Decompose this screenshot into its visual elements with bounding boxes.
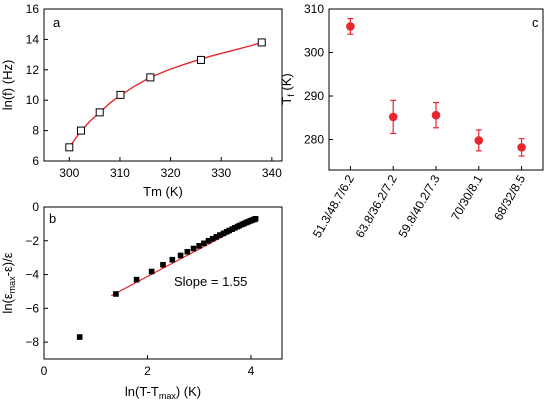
y-tick-label: 12 bbox=[26, 63, 40, 77]
panel-b-label: b bbox=[49, 211, 56, 226]
panel-c-x-ticks: 51.3/48.7/6.263.8/36.2/7.259.8/40.2/7.3 7… bbox=[310, 166, 528, 240]
panel-b-annotation: Slope = 1.55 bbox=[174, 274, 247, 289]
x-tick-label: 330 bbox=[211, 166, 231, 180]
data-point bbox=[196, 55, 205, 64]
data-point bbox=[169, 256, 176, 263]
data-point bbox=[190, 245, 197, 252]
panel-c-markers bbox=[346, 17, 526, 157]
data-point bbox=[517, 143, 526, 152]
panel-c-label: c bbox=[532, 15, 539, 30]
data-point bbox=[217, 232, 223, 238]
data-point bbox=[252, 216, 259, 222]
fit-curve bbox=[68, 41, 262, 148]
data-point bbox=[201, 240, 207, 247]
panel-c-y-label-sub: f bbox=[286, 94, 296, 97]
data-point bbox=[177, 252, 184, 259]
data-point bbox=[220, 230, 227, 237]
y-tick-label: 8 bbox=[32, 124, 39, 138]
data-point bbox=[474, 136, 484, 145]
x-tick-label: 320 bbox=[161, 166, 181, 180]
panel-c-frame bbox=[328, 8, 544, 171]
y-tick-label: 310 bbox=[304, 2, 324, 16]
data-point bbox=[257, 38, 266, 47]
data-point bbox=[76, 334, 83, 340]
y-tick-label: 6 bbox=[32, 154, 39, 168]
y-tick-label: 300 bbox=[304, 46, 324, 60]
data-point bbox=[65, 143, 74, 152]
x-tick-label: 63.8/36.2/7.2 bbox=[353, 172, 400, 240]
x-tick-label: 2 bbox=[144, 364, 151, 378]
data-point bbox=[431, 110, 441, 120]
x-tick-label: 51.3/48.7/6.2 bbox=[310, 172, 357, 240]
panel-a: a 300 310 320 330 340 6 8 10 12 14 16 Tm (K) ln(f… bbox=[0, 2, 283, 199]
y-tick-label: 0 bbox=[32, 200, 39, 214]
y-tick-label: −6 bbox=[25, 301, 39, 315]
data-point bbox=[346, 22, 355, 31]
data-point bbox=[146, 73, 155, 82]
x-tick-label: 300 bbox=[59, 166, 79, 180]
panel-a-x-axis-label: Tm (K) bbox=[143, 184, 183, 199]
panel-b-y-axis-label: ln(εmax-ε)/ε bbox=[0, 252, 17, 313]
panel-c-y-ticks: 280 290 300 310 bbox=[304, 2, 333, 147]
data-point bbox=[388, 112, 398, 122]
y-tick-label: −4 bbox=[25, 268, 39, 282]
panel-b-y-label-end: -ε)/ε bbox=[0, 252, 15, 276]
panel-b-x-label-sub: max bbox=[159, 391, 177, 401]
y-tick-label: 10 bbox=[26, 93, 40, 107]
data-point bbox=[226, 227, 233, 234]
x-tick-label: 70/30/8.1 bbox=[448, 172, 485, 223]
panel-a-y-ticks: 6 8 10 12 14 16 bbox=[26, 2, 48, 168]
y-tick-label: 14 bbox=[26, 32, 40, 46]
panel-a-frame bbox=[43, 8, 283, 162]
panel-c-y-axis-label: Tf (K) bbox=[279, 73, 296, 104]
panel-b-x-ticks: 0 2 4 bbox=[41, 355, 255, 378]
panel-b-x-label-end: ) (K) bbox=[176, 384, 201, 399]
x-tick-label: 310 bbox=[110, 166, 130, 180]
panel-a-markers bbox=[65, 38, 266, 152]
x-tick-label: 0 bbox=[41, 364, 48, 378]
x-tick-label: 4 bbox=[248, 364, 255, 378]
panel-a-y-axis-label: ln(f) (Hz) bbox=[0, 60, 15, 111]
panel-b-frame bbox=[43, 206, 283, 360]
x-tick-label: 68/32/8.5 bbox=[491, 172, 528, 223]
panel-a-x-ticks: 300 310 320 330 340 bbox=[59, 157, 282, 180]
panel-a-label: a bbox=[53, 15, 61, 30]
data-point bbox=[133, 276, 140, 283]
y-tick-label: −2 bbox=[25, 234, 39, 248]
x-tick-label: 59.8/40.2/7.3 bbox=[395, 172, 442, 240]
y-tick-label: 16 bbox=[26, 2, 40, 16]
data-point bbox=[196, 243, 203, 249]
data-point bbox=[205, 237, 212, 244]
data-point bbox=[213, 234, 220, 240]
panel-c-y-label-end: (K) bbox=[279, 73, 294, 94]
data-point bbox=[116, 90, 125, 99]
data-point bbox=[113, 291, 119, 297]
panel-c: c 51.3/48.7/6.263.8/36.2/7.259.8/40.2/7.… bbox=[279, 2, 544, 240]
data-point bbox=[148, 268, 155, 275]
data-point bbox=[76, 126, 85, 135]
data-point bbox=[160, 261, 166, 268]
panel-b-y-ticks: 0 −2 −4 −6 −8 bbox=[25, 200, 48, 349]
y-tick-label: 280 bbox=[304, 133, 324, 147]
data-point bbox=[95, 108, 104, 117]
panel-b-y-label-main: ln(ε bbox=[0, 293, 15, 313]
data-point bbox=[209, 235, 216, 242]
panel-b-y-label-sub: max bbox=[7, 276, 17, 294]
panel-b-x-label-main: ln(T-T bbox=[125, 384, 159, 399]
x-tick-label: 340 bbox=[262, 166, 282, 180]
y-tick-label: −8 bbox=[25, 335, 39, 349]
panel-b-x-axis-label: ln(T-Tmax) (K) bbox=[125, 384, 201, 401]
y-tick-label: 290 bbox=[304, 89, 324, 103]
data-point bbox=[184, 248, 191, 255]
panel-c-y-label-main: T bbox=[279, 97, 294, 105]
panel-b-markers bbox=[76, 216, 259, 340]
panel-a-fit-curve bbox=[68, 41, 262, 148]
